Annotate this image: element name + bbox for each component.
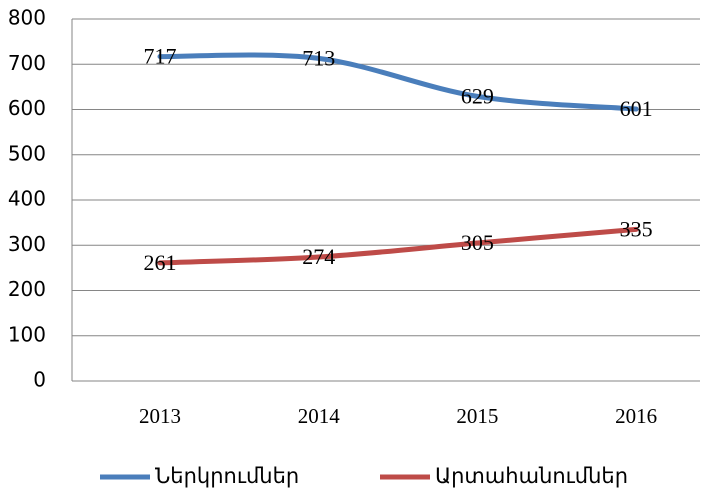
data-label: 717 bbox=[144, 44, 177, 69]
series-line bbox=[157, 52, 639, 112]
y-tick-label: 100 bbox=[8, 322, 46, 346]
x-tick-label: 2014 bbox=[298, 404, 341, 428]
y-tick-label: 500 bbox=[8, 141, 46, 165]
series-line bbox=[157, 226, 639, 266]
data-label: 629 bbox=[461, 83, 494, 108]
data-label: 601 bbox=[620, 96, 653, 121]
y-tick-label: 0 bbox=[33, 368, 46, 392]
y-tick-label: 800 bbox=[8, 6, 46, 30]
x-tick-label: 2015 bbox=[456, 404, 498, 428]
y-tick-label: 700 bbox=[8, 51, 46, 75]
data-label: 305 bbox=[461, 230, 494, 255]
data-label: 261 bbox=[144, 250, 177, 275]
x-tick-label: 2013 bbox=[139, 404, 181, 428]
y-tick-label: 600 bbox=[8, 96, 46, 120]
legend-label: Արտահանումներ bbox=[435, 464, 628, 488]
y-tick-label: 400 bbox=[8, 187, 46, 211]
y-tick-label: 300 bbox=[8, 232, 46, 256]
data-label: 335 bbox=[620, 216, 653, 241]
y-tick-label: 200 bbox=[8, 277, 46, 301]
data-label: 713 bbox=[302, 45, 335, 70]
data-label: 274 bbox=[302, 244, 335, 269]
legend-label: Ներկրումներ bbox=[155, 464, 299, 488]
x-tick-label: 2016 bbox=[615, 404, 657, 428]
